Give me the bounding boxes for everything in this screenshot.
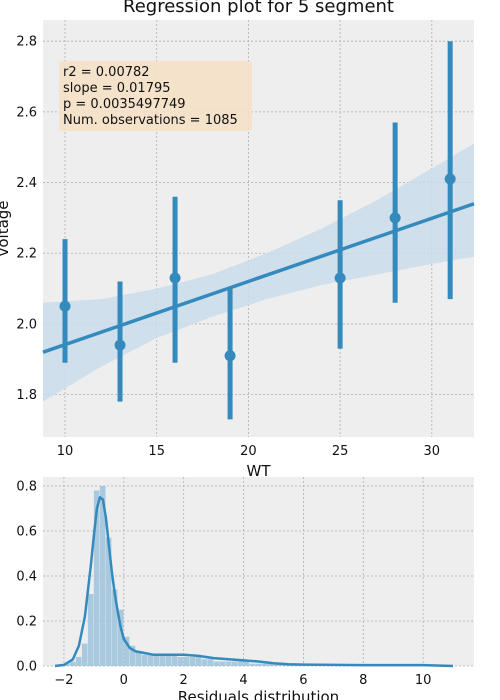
- histogram-bar: [213, 661, 220, 666]
- histogram-bar: [141, 654, 148, 666]
- histogram-bar: [171, 654, 178, 666]
- stat-num-observations: Num. observations = 1085: [63, 113, 238, 128]
- y-tick-label: 1.8: [16, 388, 37, 403]
- stat-slope: slope = 0.01795: [63, 81, 171, 96]
- histogram-bar: [207, 659, 214, 666]
- x-axis-label: WT: [247, 462, 272, 480]
- y-tick-label: 2.0: [16, 317, 37, 332]
- data-point: [114, 339, 126, 351]
- y-tick-label: 0.0: [16, 660, 37, 675]
- histogram-bar: [93, 490, 100, 666]
- y-tick-label: 0.2: [16, 615, 37, 630]
- stats-box-background: [59, 61, 252, 131]
- histogram-bar: [159, 654, 166, 666]
- histogram-bar: [195, 657, 202, 666]
- histogram-bar: [129, 645, 136, 666]
- y-tick-label: 2.4: [16, 176, 37, 191]
- histogram-bar: [75, 657, 82, 666]
- y-tick-label: 2.8: [16, 35, 37, 50]
- confidence-band: [43, 143, 474, 402]
- histogram-bar: [189, 657, 196, 666]
- histogram-bar: [225, 661, 232, 666]
- data-point: [444, 173, 456, 185]
- histogram-bar: [63, 663, 70, 666]
- x-tick-label: 8: [359, 673, 367, 688]
- x-tick-label: 15: [148, 444, 165, 459]
- x-tick-label: −2: [54, 673, 73, 688]
- stats-box: r2 = 0.00782 slope = 0.01795 p = 0.00354…: [59, 61, 252, 131]
- y-tick-label: 2.6: [16, 105, 37, 120]
- x-tick-label: 20: [240, 444, 257, 459]
- data-point: [334, 272, 346, 284]
- chart-title: Regression plot for 5 segment: [123, 0, 394, 17]
- stat-p-value: p = 0.0035497749: [63, 97, 186, 112]
- histogram-bar: [273, 663, 280, 666]
- x-tick-label: 25: [332, 444, 349, 459]
- histogram-bar: [267, 663, 274, 666]
- data-point: [389, 212, 401, 224]
- histogram-bar: [249, 663, 256, 666]
- histogram-bar: [237, 661, 244, 666]
- y-tick-label: 0.6: [16, 525, 37, 540]
- data-point: [59, 300, 71, 312]
- histogram-bar: [69, 661, 76, 666]
- x-tick-label: 6: [299, 673, 307, 688]
- y-tick-label: 0.8: [16, 480, 37, 495]
- x-tick-label: 4: [239, 673, 247, 688]
- histogram-bar: [105, 537, 112, 666]
- histogram-x-axis-label: Residuals distribution: [178, 688, 339, 700]
- residuals-histogram: −2 0 2 4 6 8 10 0.0 0.2 0.4 0.6 0.8 Residuals distr…: [16, 477, 474, 700]
- regression-tick-labels: 10 15 20 25 30 1.8 2.0 2.2 2.4 2.6 2.8: [16, 35, 440, 459]
- x-tick-label: 30: [424, 444, 441, 459]
- data-point: [169, 272, 181, 284]
- y-tick-label: 0.4: [16, 570, 37, 585]
- stat-r2: r2 = 0.00782: [63, 65, 150, 80]
- histogram-bar: [177, 657, 184, 666]
- histogram-bar: [255, 663, 262, 666]
- histogram-bar: [165, 654, 172, 666]
- y-tick-label: 2.2: [16, 247, 37, 262]
- histogram-bar: [261, 663, 268, 666]
- x-tick-label: 10: [415, 673, 432, 688]
- y-axis-label: voltage: [0, 200, 12, 256]
- histogram-bar: [231, 661, 238, 666]
- x-tick-label: 2: [180, 673, 188, 688]
- histogram-bar: [81, 643, 88, 666]
- x-tick-label: 10: [57, 444, 74, 459]
- histogram-bar: [243, 661, 250, 666]
- histogram-bar: [135, 652, 142, 666]
- kde-curve: [54, 496, 454, 668]
- regression-plot: 10 15 20 25 30 1.8 2.0 2.2 2.4 2.6 2.8 Regression …: [0, 0, 475, 480]
- regression-line: [42, 202, 475, 354]
- histogram-bar: [219, 661, 226, 666]
- data-point: [224, 350, 236, 362]
- x-tick-label: 0: [120, 673, 128, 688]
- histogram-bar: [201, 659, 208, 666]
- histogram-bar: [153, 654, 160, 666]
- histogram-bar: [111, 589, 118, 666]
- histogram-bar: [117, 609, 124, 666]
- histogram-bar: [87, 594, 94, 666]
- histogram-tick-labels: −2 0 2 4 6 8 10 0.0 0.2 0.4 0.6 0.8: [16, 480, 431, 689]
- histogram-bar: [123, 636, 130, 666]
- histogram-bar: [183, 657, 190, 666]
- histogram-bar: [147, 654, 154, 666]
- histogram-bar: [99, 486, 106, 666]
- regression-points: [59, 41, 456, 420]
